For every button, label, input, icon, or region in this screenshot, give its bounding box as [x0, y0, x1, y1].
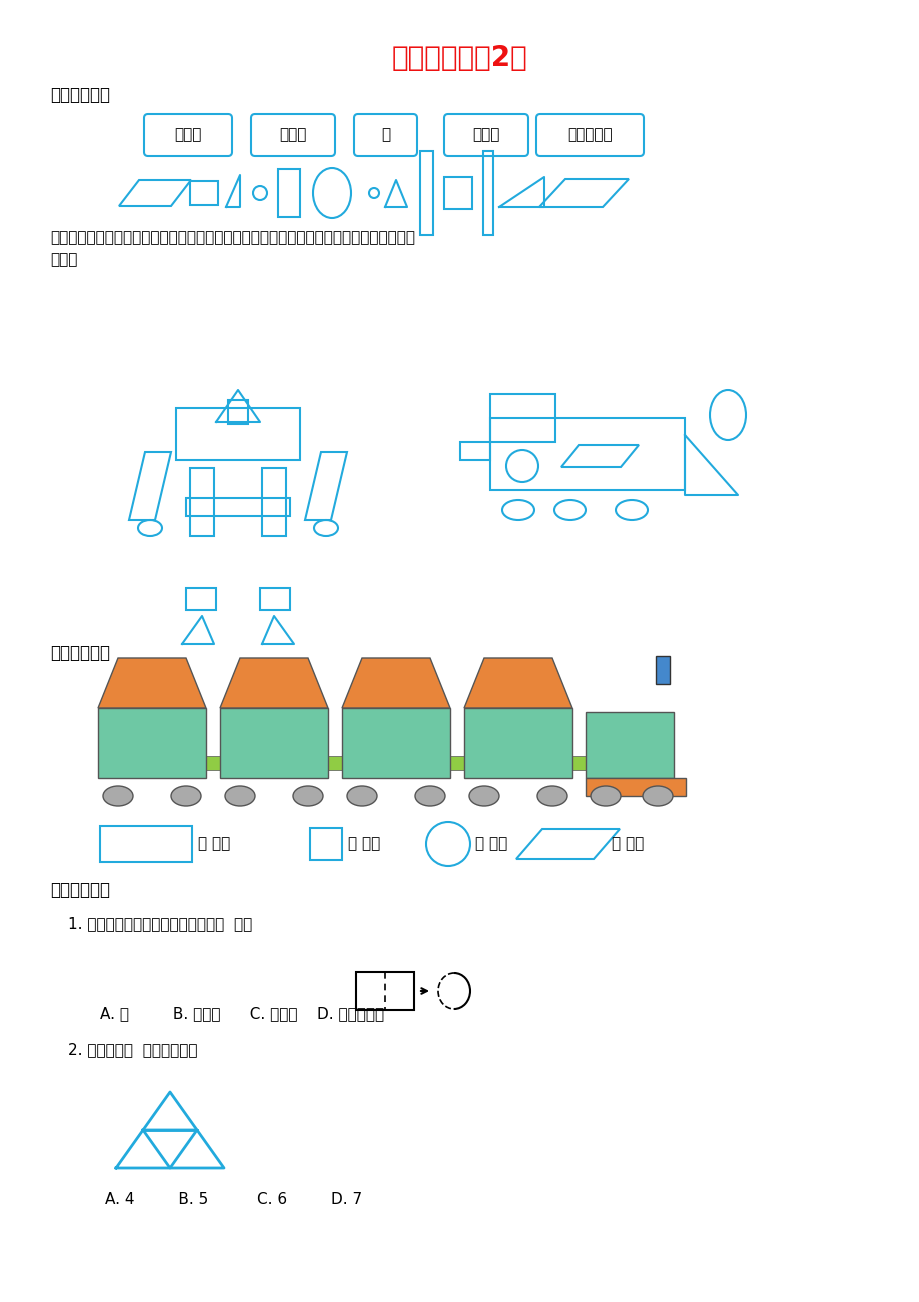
Polygon shape — [342, 658, 449, 708]
Ellipse shape — [469, 786, 498, 806]
Bar — [463, 708, 572, 779]
Bar — [100, 825, 192, 862]
Ellipse shape — [103, 786, 133, 806]
Bar — [190, 467, 214, 536]
FancyBboxPatch shape — [444, 115, 528, 156]
Text: 三、数一数。: 三、数一数。 — [50, 644, 110, 661]
Bar — [490, 395, 554, 441]
Bar — [260, 589, 289, 611]
Bar — [328, 756, 342, 769]
Text: 2. 下图中有（  ）个三角形。: 2. 下图中有（ ）个三角形。 — [68, 1043, 198, 1057]
Bar — [356, 973, 414, 1010]
Bar — [482, 151, 493, 234]
Bar — [585, 712, 674, 779]
Text: （ ）个: （ ）个 — [347, 836, 380, 852]
Bar — [420, 151, 433, 234]
Polygon shape — [98, 658, 206, 708]
Text: （ ）个: （ ）个 — [474, 836, 506, 852]
Text: 圆: 圆 — [380, 128, 390, 142]
Bar — [490, 418, 685, 490]
Ellipse shape — [171, 786, 200, 806]
Ellipse shape — [537, 786, 566, 806]
Ellipse shape — [590, 786, 620, 806]
FancyBboxPatch shape — [251, 115, 335, 156]
Bar — [278, 169, 300, 217]
Bar — [228, 400, 248, 424]
Bar — [186, 589, 216, 611]
Text: 三角形: 三角形 — [279, 128, 306, 142]
Ellipse shape — [642, 786, 673, 806]
Text: 平行四边形: 平行四边形 — [567, 128, 612, 142]
FancyBboxPatch shape — [536, 115, 643, 156]
Text: 正方形: 正方形 — [471, 128, 499, 142]
FancyBboxPatch shape — [144, 115, 232, 156]
Bar — [310, 828, 342, 861]
Text: （ ）个: （ ）个 — [198, 836, 230, 852]
Text: 二、涂一涂。（给长方形涂黄色，正方形涂红色，三角形涂绿色，圆涂橙色，平行四边形涂: 二、涂一涂。（给长方形涂黄色，正方形涂红色，三角形涂绿色，圆涂橙色，平行四边形涂 — [50, 230, 414, 246]
Bar — [206, 756, 220, 769]
Ellipse shape — [225, 786, 255, 806]
Text: 一、连一连。: 一、连一连。 — [50, 86, 110, 104]
Polygon shape — [220, 658, 328, 708]
Bar — [449, 756, 463, 769]
Bar — [585, 779, 686, 796]
Bar — [572, 756, 585, 769]
Bar — [220, 708, 328, 779]
Bar — [176, 408, 300, 460]
Text: 四、选一选。: 四、选一选。 — [50, 881, 110, 898]
Ellipse shape — [292, 786, 323, 806]
FancyBboxPatch shape — [354, 115, 416, 156]
Text: A. 4         B. 5          C. 6         D. 7: A. 4 B. 5 C. 6 D. 7 — [105, 1193, 362, 1207]
Bar — [262, 467, 286, 536]
Bar — [98, 708, 206, 779]
Bar — [655, 656, 669, 684]
Ellipse shape — [346, 786, 377, 806]
Bar — [186, 497, 289, 516]
Ellipse shape — [414, 786, 445, 806]
Polygon shape — [463, 658, 572, 708]
Text: 1. 像下图一样先折后剪会得到一个（  ）。: 1. 像下图一样先折后剪会得到一个（ ）。 — [68, 917, 252, 931]
Bar — [460, 441, 490, 460]
Text: 粉色）: 粉色） — [50, 253, 77, 267]
Text: 单元检测卷（2）: 单元检测卷（2） — [391, 44, 528, 72]
Text: 长方形: 长方形 — [174, 128, 201, 142]
Text: A. 圆         B. 正方形      C. 长方形    D. 平行四边形: A. 圆 B. 正方形 C. 长方形 D. 平行四边形 — [100, 1006, 384, 1022]
Bar — [444, 177, 471, 210]
Text: （ ）个: （ ）个 — [611, 836, 643, 852]
Bar — [342, 708, 449, 779]
Bar — [190, 181, 218, 204]
